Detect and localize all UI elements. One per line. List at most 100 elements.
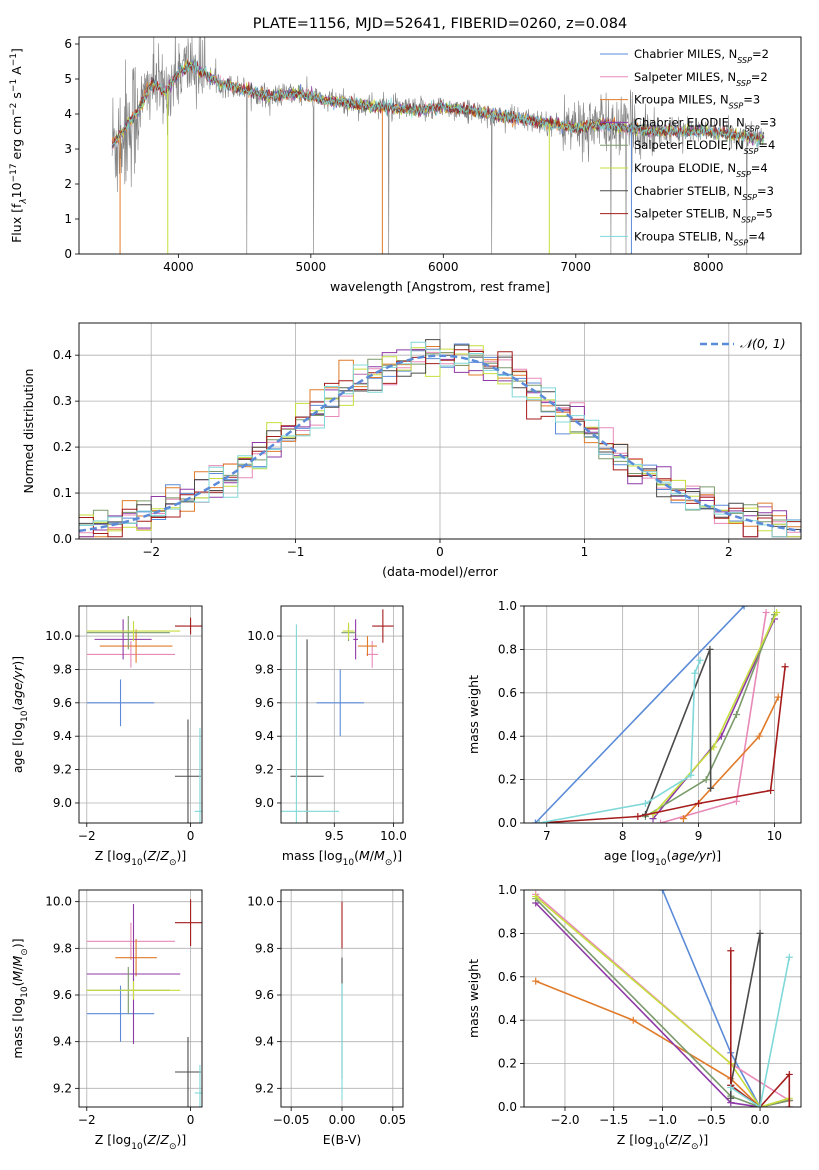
plot-area: [531, 606, 789, 823]
axes-frame: [78, 889, 203, 1108]
x-axis-label: E(B-V): [323, 1132, 362, 1147]
axes-frame: [78, 36, 802, 255]
x-tick-label: 9: [695, 829, 703, 843]
plot-area: [532, 890, 793, 1107]
series-line-salpeter_stelib: [730, 950, 791, 1107]
x-tick-label: 10: [767, 829, 782, 843]
plot-background: [79, 890, 202, 1107]
gaussian-curve: [79, 354, 801, 533]
y-tick-label: 10.0: [45, 629, 72, 643]
chart-title: PLATE=1156, MJD=52641, FIBERID=0260, z=0…: [253, 16, 627, 32]
plot-area: [86, 616, 202, 823]
series-line-salpeter_elodie: [644, 614, 776, 818]
x-tick-label: 0.0: [750, 1113, 769, 1127]
legend-label: Chabrier STELIB, NSSP=3: [634, 184, 774, 202]
y-tick-label: 9.8: [53, 662, 72, 676]
series-marker-salpeter_stelib: [781, 663, 789, 671]
series-marker-salpeter_miles: [762, 609, 770, 617]
histogram-step-chabrier_stelib: [79, 339, 801, 530]
x-axis-label: Z [log10(Z/Z⊙)]: [95, 1132, 187, 1152]
legend-label: Kroupa STELIB, NSSP=4: [634, 229, 765, 247]
x-tick-label: 4000: [163, 260, 194, 274]
y-tick-label: 0.0: [53, 532, 72, 546]
y-tick-label: 0.2: [498, 773, 517, 787]
y-tick-label: 0.6: [498, 970, 517, 984]
y-tick-label: 9.4: [53, 1035, 72, 1049]
x-axis-label: Z [log10(Z/Z⊙)]: [95, 848, 187, 868]
series-marker-kroupa_miles: [532, 977, 540, 985]
x-tick-label: 6000: [428, 260, 459, 274]
y-tick-label: 1.0: [498, 599, 517, 613]
series-marker-kroupa_miles: [755, 732, 763, 740]
chart-residuals: −2 −1 0 1 2 0.0 0.1 0.2 0.3 0.4 (data-model)/error…: [21, 322, 802, 579]
y-tick-label: 9.8: [255, 662, 274, 676]
series-marker-kroupa_miles: [774, 693, 782, 701]
y-tick-label: 9.2: [255, 1081, 274, 1095]
y-tick-label: 9.4: [53, 729, 72, 743]
chart-massweight_vs_Z: −2.0 −1.5 −1.0 −0.5 0.0 0.0 0.2 0.4 0.6 0.8 1.0 Z […: [466, 883, 802, 1152]
y-tick-label: 9.6: [53, 988, 72, 1002]
y-tick-label: 9.4: [255, 729, 274, 743]
series-line-chabrier_stelib: [730, 933, 761, 1107]
y-tick-label: 0.4: [498, 729, 517, 743]
series-marker-chabrier_miles: [740, 606, 748, 610]
x-tick-label: 8: [619, 829, 627, 843]
y-tick-label: 0.3: [53, 394, 72, 408]
series-marker-kroupa_elodie: [532, 893, 540, 901]
y-tick-label: 0.8: [498, 926, 517, 940]
plot-area: [111, 37, 765, 254]
x-tick-label: −2: [142, 545, 160, 559]
series-marker-chabrier_stelib: [706, 645, 714, 653]
series-marker-chabrier_miles: [659, 890, 666, 894]
series-marker-chabrier_stelib: [707, 784, 715, 792]
series-marker-salpeter_stelib: [634, 812, 642, 820]
series-marker-kroupa_miles: [679, 815, 687, 823]
x-tick-label: 9.5: [325, 829, 344, 843]
x-axis-label: wavelength [Angstrom, rest frame]: [330, 279, 550, 294]
x-tick-label: −0.5: [697, 1113, 726, 1127]
x-axis-label: (data-model)/error: [382, 564, 499, 579]
axes-frame: [78, 322, 802, 540]
x-tick-label: −2: [78, 1113, 96, 1127]
legend-label: Chabrier ELODIE, NSSP=3: [634, 115, 776, 132]
chart-spectrum: 4000 5000 6000 7000 8000 0 1 2 3 4 5 6 PLATE=1156, M…: [9, 16, 802, 294]
axes-frame: [523, 889, 802, 1108]
y-tick-label: 0: [64, 247, 72, 261]
y-tick-label: 0.0: [498, 816, 517, 830]
axes-frame: [280, 605, 404, 824]
plot-area: [281, 609, 394, 823]
series-marker-kroupa_stelib: [696, 656, 704, 664]
y-tick-label: 9.4: [255, 1035, 274, 1049]
y-tick-label: 4: [64, 107, 72, 121]
plot-background: [281, 606, 403, 823]
model-fit-line-kroupa_stelib: [111, 61, 765, 148]
plot-background: [524, 606, 801, 823]
y-tick-label: 9.0: [255, 796, 274, 810]
series-marker-salpeter_miles: [657, 819, 665, 823]
x-tick-label: 0: [187, 829, 195, 843]
series-marker-kroupa_stelib: [756, 1103, 764, 1107]
plot-area: [86, 899, 202, 1107]
x-axis-label: mass [log10(M/M⊙)]: [282, 848, 402, 868]
y-tick-label: 0.2: [498, 1057, 517, 1071]
y-tick-label: 0.1: [53, 486, 72, 500]
series-line-chabrier_miles: [534, 606, 745, 823]
y-tick-label: 9.6: [255, 696, 274, 710]
series-marker-kroupa_stelib: [641, 799, 649, 807]
series-marker-salpeter_stelib: [695, 799, 703, 807]
series-marker-kroupa_stelib: [785, 953, 793, 961]
legend: Chabrier MILES, NSSP=2 Salpeter MILES, NS…: [600, 47, 776, 247]
x-tick-label: 10.0: [380, 829, 407, 843]
legend-label: Chabrier MILES, NSSP=2: [634, 47, 769, 65]
legend-label: Salpeter MILES, NSSP=2: [634, 70, 768, 88]
series-line-kroupa_elodie: [535, 895, 790, 1107]
x-tick-label: 0: [187, 1113, 195, 1127]
plot-area: [79, 339, 801, 538]
y-tick-label: 0.0: [498, 1100, 517, 1114]
x-tick-label: −2.0: [550, 1113, 579, 1127]
x-tick-label: −1.5: [599, 1113, 628, 1127]
legend-label: Salpeter STELIB, NSSP=5: [634, 207, 773, 225]
y-axis-label: mass [log10(M/M⊙)]: [10, 938, 30, 1058]
series-marker-kroupa_stelib: [535, 819, 543, 823]
series-marker-salpeter_stelib: [785, 1070, 793, 1078]
